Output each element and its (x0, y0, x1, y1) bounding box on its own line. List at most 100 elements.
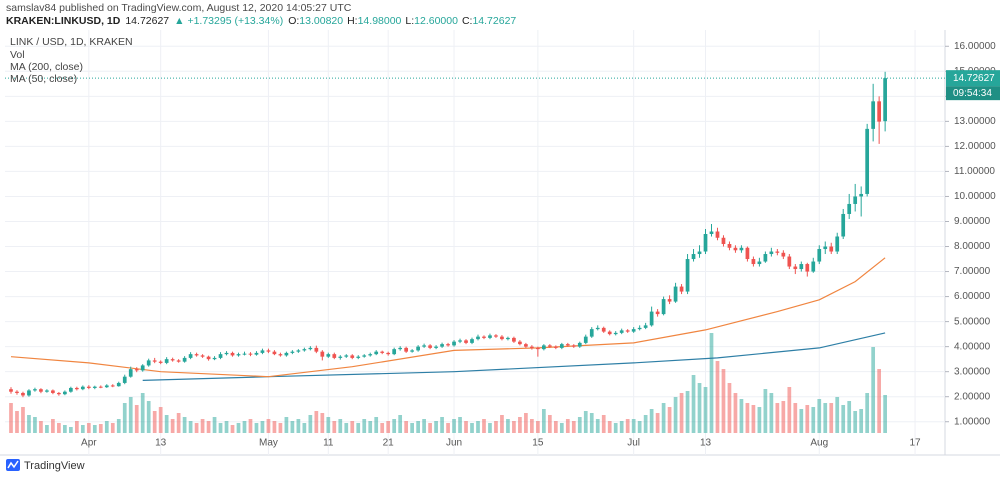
candle-body (482, 336, 486, 338)
candle-body (571, 345, 576, 347)
volume-bar (721, 369, 726, 433)
candle-body (547, 345, 552, 347)
candle-body (488, 335, 492, 338)
y-tick-label: 11.00000 (954, 166, 995, 177)
volume-bar (841, 405, 846, 433)
candle-body (877, 101, 881, 122)
volume-bar (260, 421, 265, 433)
candle-body (709, 231, 714, 235)
candle-body (332, 354, 337, 358)
x-tick-label: Jul (627, 438, 640, 449)
candle-body (368, 354, 373, 356)
x-tick-label: 17 (910, 438, 922, 449)
candle-body (356, 356, 361, 358)
chart-title: LINK / USD, 1D, KRAKEN (10, 36, 133, 48)
volume-bar (254, 423, 259, 433)
candle-body (242, 353, 247, 355)
candle-body (757, 261, 762, 265)
candle-body (829, 246, 834, 252)
y-tick-label: 4.00000 (954, 341, 991, 352)
candle-body (476, 336, 480, 340)
brand: TradingView (24, 460, 85, 472)
x-tick-label: 21 (383, 438, 395, 449)
volume-bar (541, 409, 546, 433)
candle-body (607, 331, 612, 335)
volume-bar (116, 419, 121, 433)
volume-bar (727, 383, 732, 433)
x-tick-label: Jun (446, 438, 462, 449)
volume-bar (649, 409, 654, 433)
volume-bar (452, 419, 456, 433)
candle-body (643, 325, 648, 328)
y-tick-label: 12.00000 (954, 141, 996, 152)
candle-body (74, 387, 79, 390)
candle-body (530, 346, 534, 348)
candle-body (847, 203, 852, 214)
volume-bar (853, 411, 858, 433)
candle-body (86, 386, 91, 388)
volume-bar (601, 415, 606, 433)
ohlc-label: H: (347, 15, 358, 27)
volume-bar (356, 423, 361, 433)
volume-bar (625, 419, 630, 433)
candle-body (380, 351, 385, 353)
volume-bar (787, 387, 792, 433)
x-tick-label: Apr (81, 438, 97, 449)
ohlc-value: 14.72627 (472, 15, 516, 27)
logo-glyph (7, 460, 19, 469)
volume-bar (877, 369, 881, 433)
volume-bar (476, 421, 480, 433)
candle-body (805, 264, 810, 272)
y-tick-label: 9.00000 (954, 216, 991, 227)
volume-bar (326, 417, 331, 433)
candle-body (721, 237, 726, 245)
volume-bar (565, 419, 570, 433)
volume-bar (643, 415, 648, 433)
candle-body (21, 392, 25, 396)
volume-bar (182, 417, 187, 433)
candle-body (817, 249, 822, 262)
candle-body (619, 330, 624, 333)
volume-bar (15, 411, 19, 433)
candle-body (51, 390, 55, 393)
volume-bar (512, 421, 516, 433)
volume-bar (595, 419, 600, 433)
candle-body (661, 299, 666, 315)
volume-bar (607, 421, 612, 433)
candle-body (200, 355, 205, 357)
candle-body (601, 327, 606, 332)
volume-bar (859, 409, 864, 433)
candle-body (452, 341, 456, 346)
volume-bar (314, 411, 319, 433)
volume-bar (763, 389, 768, 433)
candle-body (500, 336, 504, 340)
volume-bar (272, 421, 277, 433)
y-tick-label: 5.00000 (954, 316, 991, 327)
x-tick-label: May (259, 438, 278, 449)
volume-bar (494, 421, 498, 433)
candle-body (625, 330, 630, 332)
candle-body (350, 355, 355, 358)
candle-body (506, 337, 510, 340)
volume-bar (500, 415, 504, 433)
volume-bar (613, 423, 618, 433)
x-tick-label: 11 (323, 438, 334, 449)
volume-bar (170, 419, 175, 433)
candle-body (440, 344, 444, 347)
countdown-tag (946, 86, 1000, 101)
volume-bar (74, 421, 79, 433)
candle-body (470, 339, 474, 343)
volume-bar (21, 407, 25, 433)
volume-bar (248, 419, 253, 433)
volume-bar (344, 423, 349, 433)
volume-bar (386, 421, 391, 433)
candle-body (80, 386, 85, 390)
candle-body (853, 196, 858, 204)
candle-body (69, 387, 73, 392)
volume-bar (428, 423, 432, 433)
volume-bar (464, 421, 468, 433)
candle-body (308, 347, 313, 350)
candle-body (344, 355, 349, 357)
volume-bar (799, 409, 804, 433)
candle-body (835, 236, 840, 252)
